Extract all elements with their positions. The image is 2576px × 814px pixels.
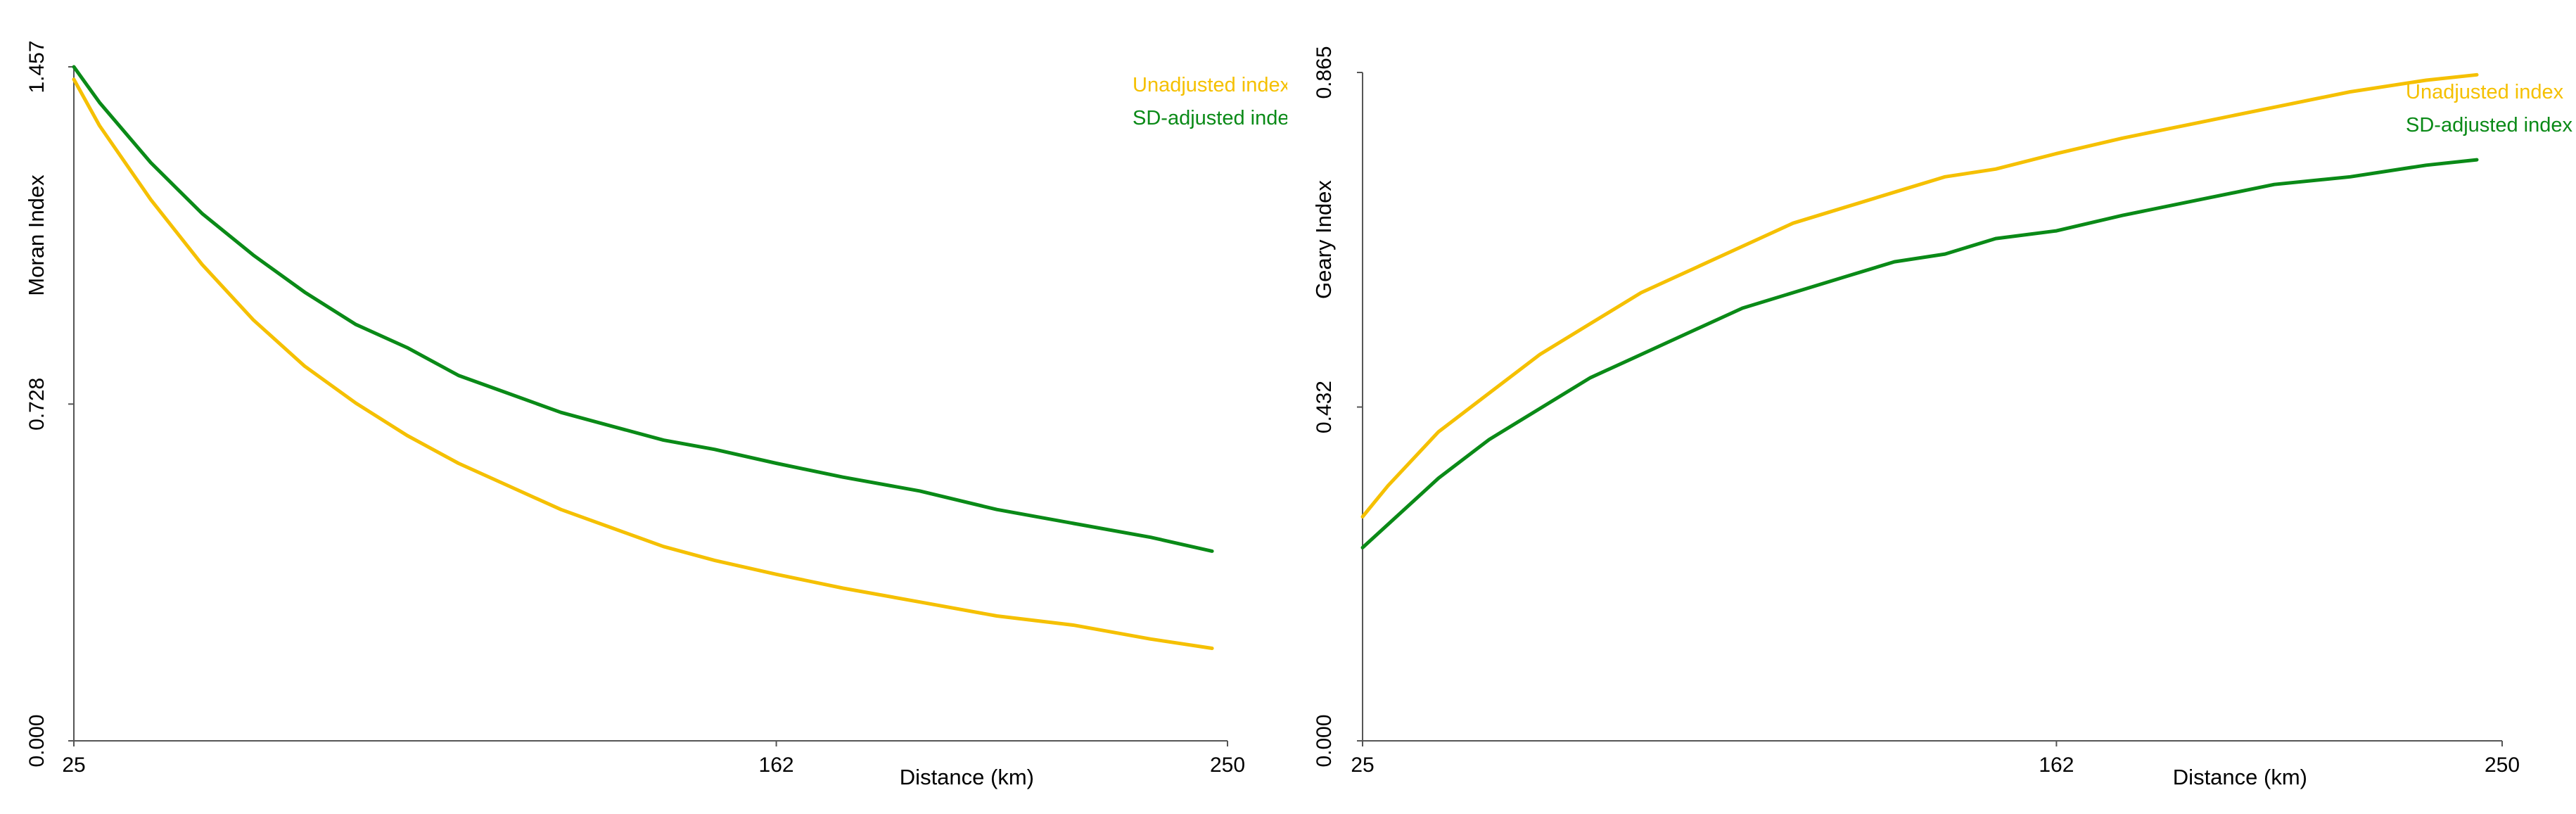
moran-index-chart: 0.000 0.728 1.457 25 162 250 Moran Index Distan… — [24, 40, 1299, 789]
geary-index-panel: 0.000 0.432 0.865 25 162 250 Geary Index Distan… — [1287, 0, 2576, 810]
moran-y-tick-label: 0.000 — [25, 714, 49, 767]
geary-index-chart: 0.000 0.432 0.865 25 162 250 Geary Index Distan… — [1311, 46, 2572, 789]
moran-x-tick-label: 25 — [62, 753, 85, 777]
moran-x-axis-title: Distance (km) — [900, 765, 1034, 789]
geary-y-axis-title: Geary Index — [1311, 180, 1336, 299]
geary-x-tick-label: 25 — [1351, 753, 1374, 777]
moran-x-tick-label: 162 — [759, 753, 794, 777]
geary-x-tick-label: 250 — [2485, 753, 2520, 777]
geary-legend-sd-adjusted: SD-adjusted index — [2406, 114, 2572, 136]
geary-legend-unadjusted: Unadjusted index — [2406, 81, 2564, 103]
moran-series-sd-adjusted-line — [72, 65, 1214, 553]
geary-y-tick-label: 0.865 — [1313, 46, 1336, 98]
moran-y-tick-label: 1.457 — [25, 40, 49, 93]
geary-series-sd-adjusted-line — [1360, 158, 2479, 549]
moran-series-unadjusted-line — [72, 77, 1214, 650]
geary-x-tick-label: 162 — [2039, 753, 2074, 777]
moran-legend-unadjusted: Unadjusted index — [1133, 74, 1287, 96]
moran-legend-sd-adjusted: SD-adjusted index — [1133, 107, 1287, 129]
moran-x-tick-label: 250 — [1210, 753, 1245, 777]
geary-x-axis-title: Distance (km) — [2173, 765, 2307, 789]
geary-series-unadjusted-line — [1360, 72, 2479, 519]
moran-index-panel: 0.000 0.728 1.457 25 162 250 Moran Index Distan… — [0, 0, 1299, 810]
moran-y-tick-label: 0.728 — [25, 378, 49, 431]
geary-y-tick-label: 0.000 — [1313, 714, 1336, 767]
geary-y-tick-label: 0.432 — [1313, 381, 1336, 433]
moran-y-axis-title: Moran Index — [24, 174, 49, 296]
